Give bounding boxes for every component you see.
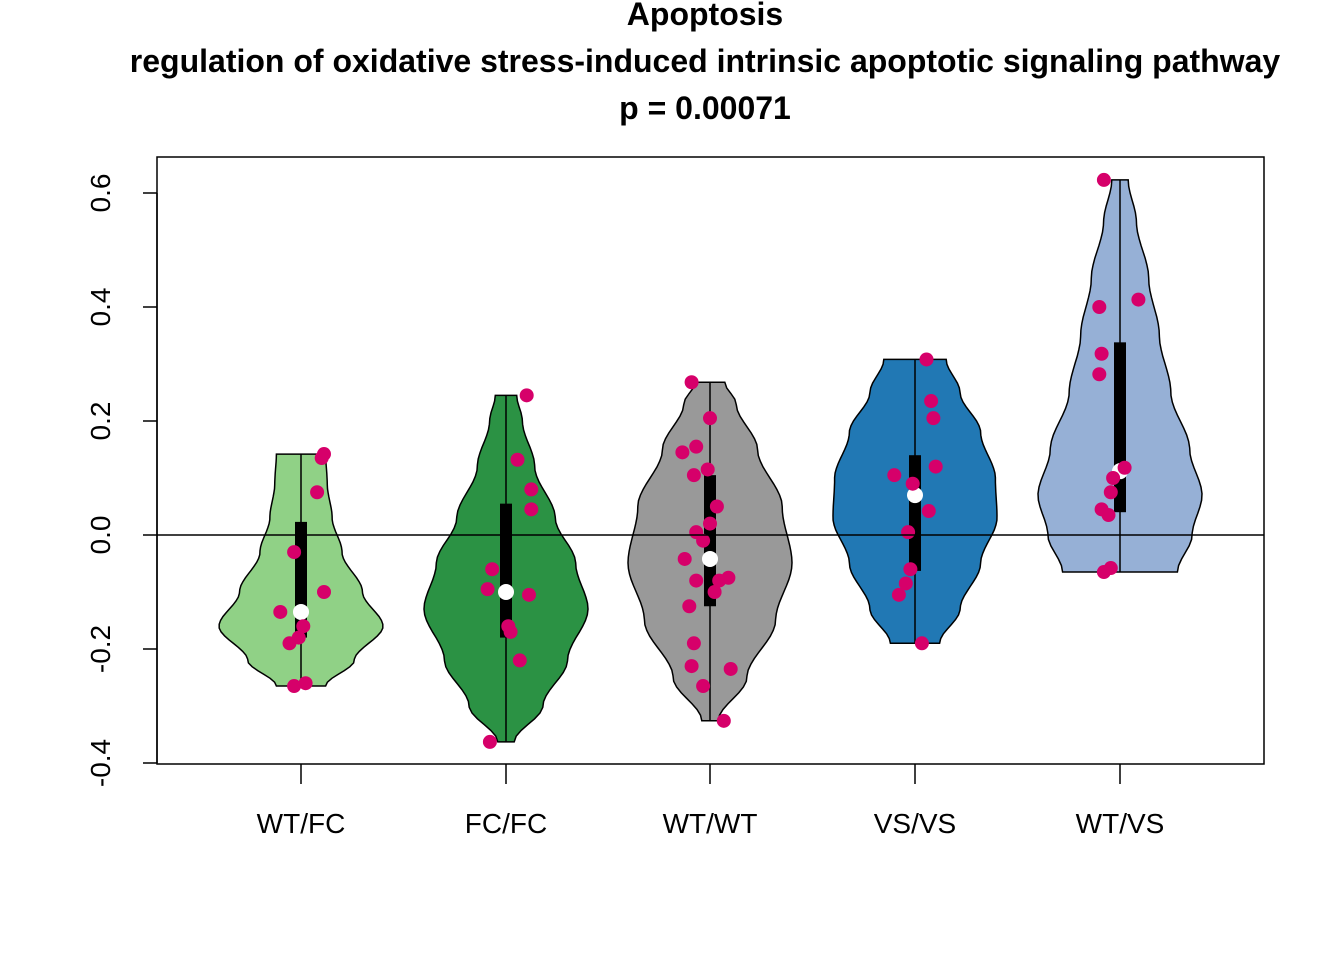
data-point: [510, 452, 525, 467]
data-point: [703, 411, 717, 426]
y-tick-label: 0.2: [85, 402, 116, 441]
violin-median-fc-fc: [498, 584, 514, 600]
data-point: [926, 411, 941, 426]
data-point: [684, 659, 699, 674]
data-point: [1103, 485, 1118, 500]
data-point: [723, 661, 738, 676]
data-point: [696, 679, 711, 694]
x-tick-label: WT/FC: [257, 808, 346, 839]
data-point: [921, 504, 936, 519]
violin-median-vs-vs: [907, 487, 923, 504]
data-point: [1094, 502, 1109, 517]
data-point: [684, 375, 699, 390]
data-point: [891, 587, 906, 602]
data-point: [1117, 460, 1132, 475]
data-point: [524, 502, 539, 517]
x-tick-label: WT/VS: [1076, 808, 1165, 839]
data-point: [519, 388, 534, 403]
violin-median-wt-fc: [293, 603, 309, 620]
x-tick-label: FC/FC: [465, 808, 547, 839]
x-tick-label: VS/VS: [874, 808, 956, 839]
violin-iqr-box-fc-fc: [500, 503, 512, 638]
data-point: [1103, 561, 1118, 576]
data-point: [287, 679, 302, 694]
data-point: [914, 636, 929, 651]
violin-wt-fc: [218, 453, 384, 687]
data-point: [317, 447, 331, 462]
data-point: [689, 439, 704, 454]
data-point: [689, 573, 704, 588]
data-point: [905, 476, 920, 491]
data-point: [700, 462, 715, 477]
y-axis: -0.4 -0.2 0.0 0.2 0.4 0.6: [85, 174, 158, 787]
data-point: [1092, 367, 1107, 382]
y-tick-label: 0.6: [85, 174, 116, 213]
violin-wt-wt: [627, 381, 793, 722]
data-points-layer: [273, 172, 1146, 749]
data-point: [1092, 300, 1107, 314]
data-point: [273, 604, 288, 619]
data-point: [903, 562, 918, 577]
data-point: [524, 482, 539, 497]
data-point: [689, 525, 704, 540]
data-point: [482, 734, 497, 749]
y-tick-label: -0.4: [85, 739, 116, 787]
violin-layer: [218, 179, 1203, 743]
data-point: [298, 676, 313, 691]
data-point: [928, 459, 943, 474]
data-point: [682, 599, 697, 614]
chart-title: Apoptosis: [627, 0, 783, 32]
violin-median-wt-wt: [702, 550, 718, 567]
data-point: [317, 585, 331, 599]
data-point: [686, 636, 701, 651]
data-point: [924, 394, 939, 409]
chart-pvalue: p = 0.00071: [619, 90, 791, 126]
data-point: [898, 576, 913, 591]
data-point: [1106, 471, 1121, 485]
data-point: [677, 551, 692, 566]
data-point: [716, 713, 731, 728]
data-point: [296, 619, 311, 634]
data-point: [707, 585, 722, 599]
data-point: [675, 445, 690, 460]
data-point: [901, 525, 916, 540]
data-point: [522, 587, 536, 602]
data-point: [512, 653, 527, 668]
x-axis: WT/FC FC/FC WT/WT VS/VS WT/VS: [257, 764, 1165, 839]
data-point: [887, 468, 902, 483]
data-point: [712, 573, 727, 588]
data-point: [1131, 292, 1146, 307]
data-point: [1096, 172, 1111, 187]
data-point: [501, 619, 516, 634]
data-point: [291, 630, 306, 645]
data-point: [919, 352, 934, 367]
y-tick-label: 0.4: [85, 288, 116, 327]
data-point: [1094, 346, 1109, 361]
data-point: [709, 499, 724, 514]
data-point: [287, 545, 302, 560]
violin-iqr-box-wt-vs: [1114, 342, 1126, 513]
y-tick-label: 0.0: [85, 516, 116, 555]
violin-wt-vs: [1037, 179, 1203, 573]
y-tick-label: -0.2: [85, 625, 116, 673]
data-point: [686, 468, 701, 483]
violin-vs-vs: [832, 358, 998, 645]
chart-subtitle: regulation of oxidative stress-induced i…: [130, 43, 1281, 79]
data-point: [703, 516, 717, 531]
violin-fc-fc: [423, 394, 589, 743]
data-point: [480, 582, 495, 597]
data-point: [485, 562, 500, 577]
violin-iqr-box-vs-vs: [909, 455, 921, 571]
x-tick-label: WT/WT: [663, 808, 758, 839]
data-point: [310, 485, 325, 500]
